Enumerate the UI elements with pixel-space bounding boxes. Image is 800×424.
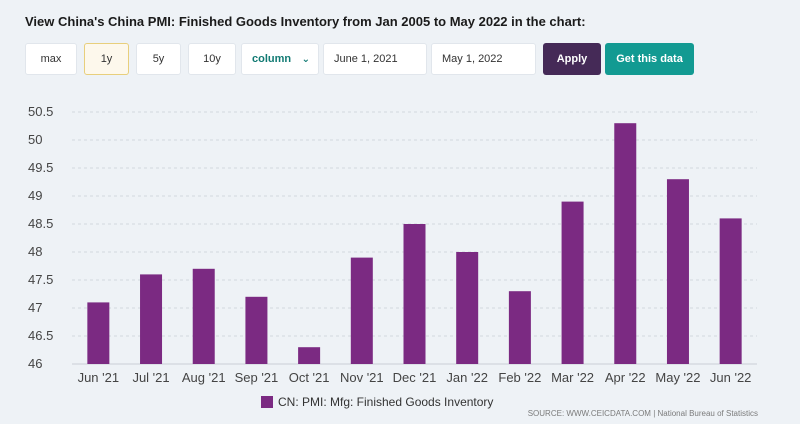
x-tick-label: Feb '22 bbox=[498, 370, 541, 385]
x-tick-label: Mar '22 bbox=[551, 370, 594, 385]
bar[interactable] bbox=[298, 347, 321, 364]
bar[interactable] bbox=[245, 296, 268, 364]
x-tick-label: May '22 bbox=[655, 370, 700, 385]
x-tick-label: Aug '21 bbox=[182, 370, 226, 385]
x-tick-label: Dec '21 bbox=[393, 370, 437, 385]
y-tick-label: 47.5 bbox=[28, 272, 53, 287]
x-tick-label: Apr '22 bbox=[605, 370, 646, 385]
bar[interactable] bbox=[614, 123, 637, 364]
x-axis: Jun '21 Jul '21 Aug '21 Sep '21 Oct '21 Nov '… bbox=[78, 370, 752, 385]
range-1y-button[interactable]: 1y bbox=[84, 43, 129, 75]
y-tick-label: 48.5 bbox=[28, 216, 53, 231]
y-tick-label: 49 bbox=[28, 188, 42, 203]
end-date-input[interactable]: May 1, 2022 bbox=[431, 43, 536, 75]
range-5y-button[interactable]: 5y bbox=[136, 43, 181, 75]
bar[interactable] bbox=[403, 224, 426, 364]
y-axis: 46 46.5 47 47.5 48 48.5 49 49.5 50 50.5 bbox=[28, 104, 53, 371]
page-title: View China's China PMI: Finished Goods I… bbox=[25, 14, 586, 29]
get-data-button[interactable]: Get this data bbox=[605, 43, 694, 75]
y-tick-label: 50.5 bbox=[28, 104, 53, 119]
bars bbox=[87, 123, 742, 364]
chevron-down-icon: ⌄ bbox=[301, 53, 310, 65]
y-tick-label: 46 bbox=[28, 356, 42, 371]
legend[interactable]: CN: PMI: Mfg: Finished Goods Inventory bbox=[261, 395, 493, 409]
y-tick-label: 49.5 bbox=[28, 160, 53, 175]
source-note: SOURCE: WWW.CEICDATA.COM | National Bure… bbox=[527, 409, 758, 418]
x-tick-label: Jun '21 bbox=[78, 370, 120, 385]
range-10y-button[interactable]: 10y bbox=[188, 43, 236, 75]
chart-type-select[interactable]: column ⌄ bbox=[241, 43, 319, 75]
start-date-input[interactable]: June 1, 2021 bbox=[323, 43, 427, 75]
x-tick-label: Jun '22 bbox=[710, 370, 752, 385]
legend-label: CN: PMI: Mfg: Finished Goods Inventory bbox=[278, 395, 494, 409]
apply-button[interactable]: Apply bbox=[543, 43, 601, 75]
y-tick-label: 47 bbox=[28, 300, 42, 315]
y-tick-label: 46.5 bbox=[28, 328, 53, 343]
x-tick-label: Oct '21 bbox=[289, 370, 330, 385]
bar[interactable] bbox=[140, 274, 163, 364]
range-max-button[interactable]: max bbox=[25, 43, 77, 75]
x-tick-label: Jul '21 bbox=[132, 370, 169, 385]
bar[interactable] bbox=[508, 291, 531, 364]
x-tick-label: Jan '22 bbox=[446, 370, 488, 385]
y-tick-label: 50 bbox=[28, 132, 42, 147]
chart-controls: max 1y 5y 10y column ⌄ June 1, 2021 May … bbox=[25, 43, 694, 75]
bar[interactable] bbox=[561, 201, 584, 364]
bar[interactable] bbox=[87, 302, 110, 364]
legend-swatch bbox=[261, 396, 273, 408]
x-tick-label: Sep '21 bbox=[235, 370, 279, 385]
bar[interactable] bbox=[192, 268, 215, 364]
x-tick-label: Nov '21 bbox=[340, 370, 384, 385]
y-tick-label: 48 bbox=[28, 244, 42, 259]
bar[interactable] bbox=[456, 252, 479, 364]
bar[interactable] bbox=[719, 218, 742, 364]
chart-type-value: column bbox=[252, 53, 292, 65]
bar[interactable] bbox=[666, 179, 689, 364]
bar[interactable] bbox=[350, 257, 373, 364]
